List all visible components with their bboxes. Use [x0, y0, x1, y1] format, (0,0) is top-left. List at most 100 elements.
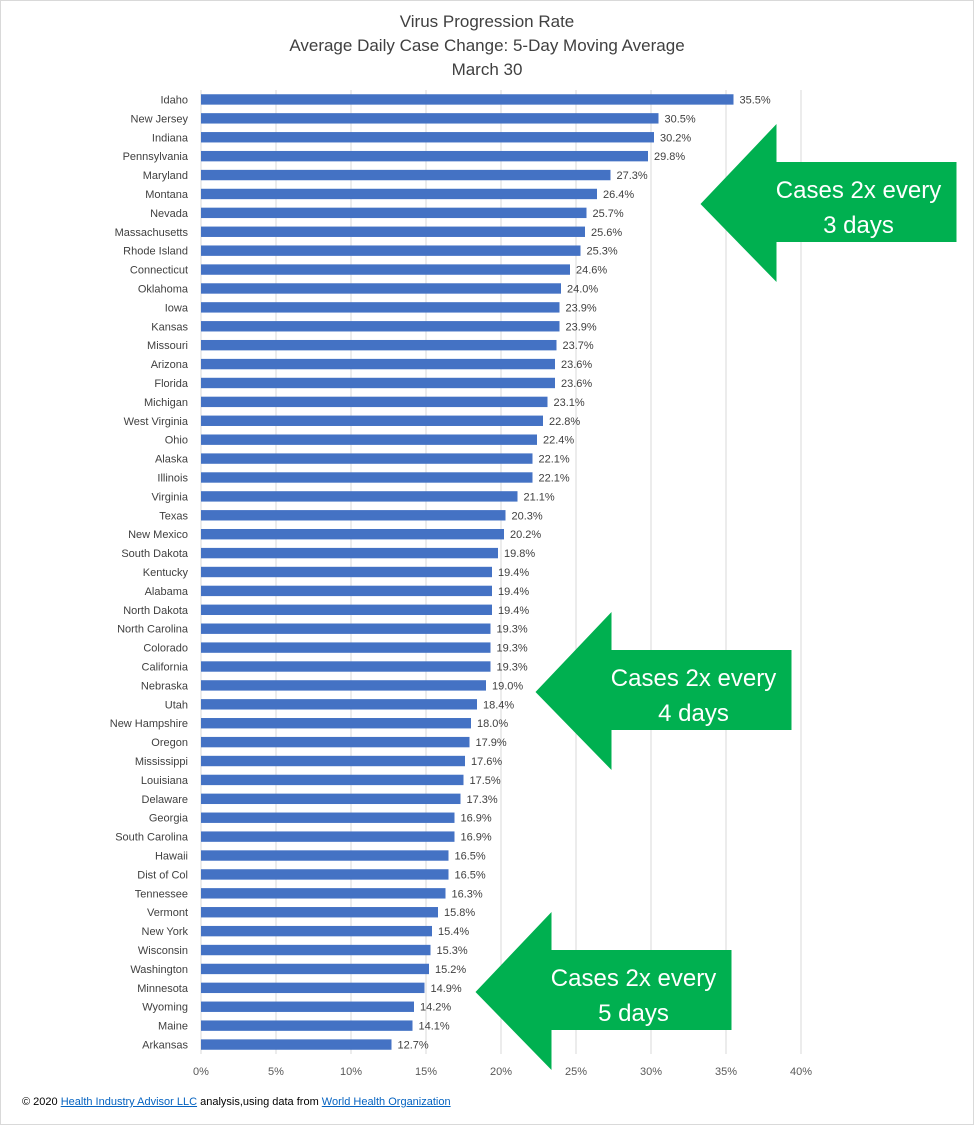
data-label: 27.3% — [617, 170, 648, 182]
category-label: Pennsylvania — [123, 151, 189, 163]
data-label: 24.6% — [576, 265, 607, 277]
category-label: Massachusetts — [115, 227, 189, 239]
data-label: 19.4% — [498, 605, 529, 617]
category-label: Connecticut — [130, 265, 188, 277]
category-label: Florida — [154, 378, 189, 390]
annotation-text-line2: 5 days — [598, 1000, 669, 1027]
data-label: 22.1% — [539, 472, 570, 484]
chart-subtitle: Average Daily Case Change: 5-Day Moving … — [289, 36, 685, 55]
bar — [201, 869, 449, 880]
bar — [201, 358, 555, 370]
x-tick-label: 20% — [490, 1066, 512, 1078]
category-label: New Mexico — [128, 529, 188, 541]
data-label: 23.7% — [563, 340, 594, 352]
data-label: 22.1% — [539, 454, 570, 466]
bar — [201, 415, 543, 426]
category-label: Iowa — [165, 302, 189, 314]
data-label: 14.1% — [419, 1021, 450, 1033]
bar — [201, 925, 432, 937]
data-label: 17.9% — [476, 737, 507, 749]
bar — [201, 169, 611, 181]
data-label: 16.5% — [455, 851, 486, 863]
category-label: North Dakota — [123, 605, 189, 617]
data-label: 14.9% — [431, 983, 462, 995]
bar — [201, 755, 465, 767]
category-label: Arkansas — [142, 1040, 188, 1052]
category-label: Rhode Island — [123, 246, 188, 258]
bar — [201, 491, 518, 502]
footer-link-source[interactable]: World Health Organization — [321, 1096, 451, 1108]
data-label: 23.6% — [561, 359, 592, 371]
bar — [201, 831, 455, 842]
data-label: 24.0% — [567, 283, 598, 295]
annotation-arrow — [475, 912, 732, 1070]
bar — [201, 132, 654, 143]
category-label: Oklahoma — [138, 283, 189, 295]
annotation-arrow — [700, 124, 957, 282]
category-label: Texas — [159, 510, 188, 522]
bar — [201, 321, 560, 332]
bar — [201, 623, 491, 634]
bar — [201, 283, 561, 294]
category-label: Idaho — [160, 94, 188, 106]
data-label: 20.2% — [510, 529, 541, 541]
data-label: 12.7% — [398, 1040, 429, 1052]
data-label: 15.2% — [435, 964, 466, 976]
bar — [201, 472, 533, 483]
data-label: 17.3% — [467, 794, 498, 806]
footer-link-author[interactable]: Health Industry Advisor LLC — [60, 1096, 198, 1108]
footer-prefix: © 2020 — [22, 1096, 61, 1108]
data-label: 26.4% — [603, 189, 634, 201]
category-label: Missouri — [147, 340, 188, 352]
category-label: Illinois — [157, 472, 188, 484]
category-label: Louisiana — [141, 775, 189, 787]
category-label: Michigan — [144, 397, 188, 409]
bar — [201, 434, 537, 445]
x-tick-label: 35% — [715, 1066, 737, 1078]
footer-middle: analysis,using data from — [197, 1096, 322, 1108]
data-label: 19.4% — [498, 567, 529, 579]
bar — [201, 963, 429, 975]
data-label: 17.6% — [471, 756, 502, 768]
category-label: Oregon — [151, 737, 188, 749]
bar — [201, 150, 648, 162]
annotation-text-line1: Cases 2x every — [611, 665, 776, 692]
category-label: Washington — [130, 964, 188, 976]
bar — [201, 585, 492, 597]
annotation-text-line1: Cases 2x every — [776, 177, 941, 204]
category-label: Minnesota — [137, 983, 189, 995]
data-label: 30.2% — [660, 132, 691, 144]
bar — [201, 718, 471, 729]
bar — [201, 812, 455, 823]
data-label: 19.3% — [497, 624, 528, 636]
annotation-arrow — [535, 612, 792, 770]
bar — [201, 226, 585, 237]
category-label: Mississippi — [135, 756, 188, 768]
category-label: New Jersey — [131, 113, 189, 125]
category-label: Virginia — [152, 491, 189, 503]
data-label: 19.0% — [492, 680, 523, 692]
category-label: Colorado — [143, 643, 188, 655]
data-label: 29.8% — [654, 151, 685, 163]
bar — [201, 661, 491, 672]
data-label: 16.9% — [461, 813, 492, 825]
data-label: 30.5% — [665, 113, 696, 125]
category-label: North Carolina — [117, 624, 189, 636]
bar — [201, 850, 449, 861]
data-label: 20.3% — [512, 510, 543, 522]
bar — [201, 774, 464, 786]
data-label: 35.5% — [740, 94, 771, 106]
category-label: Vermont — [147, 907, 188, 919]
bar — [201, 793, 461, 805]
data-label: 16.3% — [452, 888, 483, 900]
bar — [201, 264, 570, 275]
bar — [201, 736, 470, 748]
data-label: 23.9% — [566, 321, 597, 333]
category-label: South Carolina — [115, 832, 189, 844]
data-label: 22.4% — [543, 435, 574, 447]
data-label: 23.9% — [566, 302, 597, 314]
bar — [201, 245, 581, 256]
bar — [201, 680, 486, 691]
data-label: 25.3% — [587, 246, 618, 258]
